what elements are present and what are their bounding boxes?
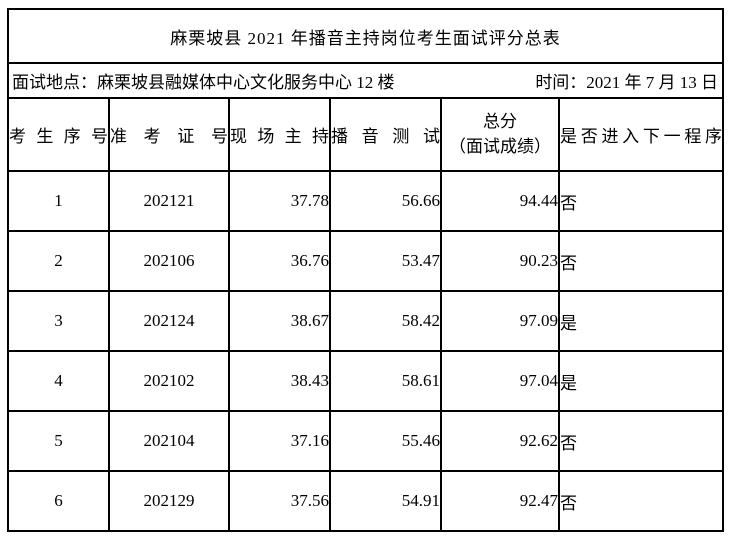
info-row: 面试地点：麻栗坡县融媒体中心文化服务中心 12 楼 时间：2021 年 7 月 …	[6, 62, 725, 99]
col-header-broadcast-test: 播音测试	[329, 97, 442, 172]
cell-broadcast-test: 55.46	[329, 410, 442, 472]
title-row: 麻栗坡县 2021 年播音主持岗位考生面试评分总表	[6, 8, 725, 64]
table-row: 1 202121 37.78 56.66 94.44 否	[7, 170, 725, 232]
interview-location-label: 面试地点：麻栗坡县融媒体中心文化服务中心 12 楼	[12, 73, 395, 92]
table-row: 5 202104 37.16 55.46 92.62 否	[7, 410, 725, 472]
score-table: 麻栗坡县 2021 年播音主持岗位考生面试评分总表 面试地点：麻栗坡县融媒体中心…	[6, 8, 725, 532]
cell-total-score: 92.47	[440, 470, 560, 532]
cell-total-score: 97.04	[440, 350, 560, 412]
cell-next-stage: 否	[557, 230, 725, 292]
col-header-total-score: 总分 （面试成绩）	[440, 97, 560, 172]
cell-next-stage: 否	[557, 470, 725, 532]
table-row: 6 202129 37.56 54.91 92.47 否	[7, 470, 725, 532]
table-row: 2 202106 36.76 53.47 90.23 否	[7, 230, 725, 292]
cell-live-hosting: 38.67	[228, 290, 331, 352]
cell-live-hosting: 37.56	[228, 470, 331, 532]
cell-live-hosting: 37.16	[228, 410, 331, 472]
table-header-row: 考生序号 准考证号 现场主持 播音测试 总分 （面试成绩） 是否进入下一程序	[7, 97, 725, 172]
cell-candidate-seq: 1	[7, 170, 110, 232]
cell-candidate-seq: 6	[7, 470, 110, 532]
cell-total-score: 94.44	[440, 170, 560, 232]
cell-next-stage: 否	[557, 410, 725, 472]
table-row: 3 202124 38.67 58.42 97.09 是	[7, 290, 725, 352]
col-header-candidate-seq: 考生序号	[7, 97, 110, 172]
info-line: 面试地点：麻栗坡县融媒体中心文化服务中心 12 楼 时间：2021 年 7 月 …	[10, 68, 721, 93]
interview-time-label: 时间：2021 年 7 月 13 日	[535, 73, 719, 92]
col-header-live-hosting: 现场主持	[228, 97, 331, 172]
cell-total-score: 92.62	[440, 410, 560, 472]
cell-live-hosting: 38.43	[228, 350, 331, 412]
col-header-next-stage: 是否进入下一程序	[557, 97, 725, 172]
cell-total-score: 90.23	[440, 230, 560, 292]
page-title: 麻栗坡县 2021 年播音主持岗位考生面试评分总表	[6, 8, 725, 64]
cell-next-stage: 是	[557, 290, 725, 352]
cell-live-hosting: 37.78	[228, 170, 331, 232]
cell-ticket-number: 202104	[108, 410, 230, 472]
cell-ticket-number: 202129	[108, 470, 230, 532]
cell-next-stage: 否	[557, 170, 725, 232]
cell-ticket-number: 202124	[108, 290, 230, 352]
cell-ticket-number: 202106	[108, 230, 230, 292]
col-header-ticket-number: 准考证号	[108, 97, 230, 172]
cell-broadcast-test: 58.61	[329, 350, 442, 412]
cell-candidate-seq: 2	[7, 230, 110, 292]
table-row: 4 202102 38.43 58.61 97.04 是	[7, 350, 725, 412]
cell-broadcast-test: 54.91	[329, 470, 442, 532]
cell-broadcast-test: 56.66	[329, 170, 442, 232]
cell-ticket-number: 202121	[108, 170, 230, 232]
cell-candidate-seq: 3	[7, 290, 110, 352]
info-cell: 面试地点：麻栗坡县融媒体中心文化服务中心 12 楼 时间：2021 年 7 月 …	[6, 62, 725, 99]
cell-broadcast-test: 53.47	[329, 230, 442, 292]
cell-candidate-seq: 4	[7, 350, 110, 412]
cell-total-score: 97.09	[440, 290, 560, 352]
cell-next-stage: 是	[557, 350, 725, 412]
cell-ticket-number: 202102	[108, 350, 230, 412]
cell-broadcast-test: 58.42	[329, 290, 442, 352]
cell-live-hosting: 36.76	[228, 230, 331, 292]
cell-candidate-seq: 5	[7, 410, 110, 472]
